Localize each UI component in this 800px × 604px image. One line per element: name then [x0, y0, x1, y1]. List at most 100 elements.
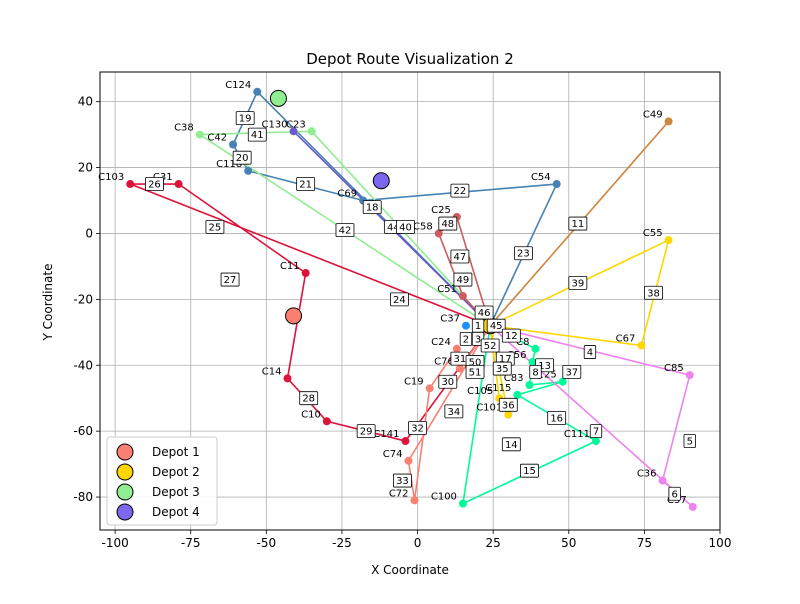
y-tick-label: -40 — [73, 358, 93, 372]
customer-label: C49 — [643, 109, 663, 120]
customer-label: C72 — [389, 488, 409, 499]
customer-label: C11 — [280, 261, 300, 272]
step-label-box — [408, 420, 427, 435]
step-label-box — [299, 391, 319, 406]
step-label-box — [501, 328, 521, 343]
step-label-box — [438, 216, 458, 231]
customer-label: C67 — [616, 333, 636, 344]
customer-point — [458, 499, 467, 508]
customer-point — [253, 87, 262, 96]
customer-point — [174, 180, 183, 189]
step-label-box — [450, 183, 470, 198]
step-label-box — [498, 397, 518, 412]
step-label-box — [205, 219, 225, 234]
step-label-box — [486, 318, 506, 333]
step-label: 14 — [501, 437, 521, 452]
step-label-box — [547, 411, 567, 425]
x-tick-label: 75 — [637, 536, 652, 550]
step-label-box — [480, 338, 500, 353]
depot-markers — [269, 89, 499, 335]
step-label: 41 — [247, 127, 267, 142]
step-label-text: 28 — [302, 394, 315, 405]
customer-point — [664, 117, 673, 126]
step-label: 20 — [232, 150, 252, 165]
step-label-box — [393, 473, 412, 488]
step-label: 16 — [547, 411, 567, 425]
x-tick-label: -100 — [102, 536, 129, 550]
step-label: 22 — [450, 183, 470, 198]
legend-marker — [116, 463, 134, 481]
customer-label: C130 — [261, 119, 287, 130]
customer-point — [195, 130, 204, 139]
step-label-box — [453, 272, 473, 287]
customer-label: C83 — [504, 373, 524, 384]
customer-label: C141 — [373, 429, 399, 440]
step-label-box — [529, 364, 542, 379]
customer-point — [425, 384, 434, 393]
step-label-text: 49 — [457, 275, 470, 286]
customer-label: C101 — [476, 403, 502, 414]
customer-point — [244, 166, 253, 175]
step-label-text: 30 — [441, 377, 454, 388]
legend-box — [106, 436, 218, 526]
step-label: 45 — [486, 318, 506, 333]
step-label: 11 — [568, 216, 588, 231]
customer-label: C42 — [207, 132, 227, 143]
customer-point — [531, 344, 540, 353]
depot-marker — [372, 172, 390, 190]
y-tick-label: 40 — [78, 95, 93, 109]
legend-marker — [116, 443, 134, 461]
step-label-text: 39 — [571, 278, 584, 289]
step-label-box — [444, 404, 464, 419]
step-label-box — [220, 272, 240, 287]
step-label-text: 17 — [499, 354, 512, 365]
step-label: 35 — [492, 361, 512, 376]
legend-marker — [116, 503, 134, 521]
customer-label: C51 — [437, 284, 457, 295]
step-label-text: 31 — [454, 354, 467, 365]
step-label-text: 11 — [571, 219, 584, 230]
step-label-text: 25 — [209, 222, 222, 233]
step-label-box — [450, 249, 470, 264]
customer-label: C85 — [664, 363, 684, 374]
x-tick-label: -50 — [257, 536, 277, 550]
step-label-box — [232, 150, 252, 165]
customer-label: C36 — [637, 469, 657, 480]
step-label: 51 — [465, 364, 485, 379]
step-label-text: 18 — [366, 203, 379, 214]
step-label-box — [514, 246, 533, 261]
customer-point — [289, 127, 298, 136]
legend-label: Depot 2 — [152, 465, 200, 479]
step-label-text: 32 — [411, 423, 424, 434]
step-label: 2 — [459, 331, 473, 346]
customer-point — [458, 292, 467, 301]
customer-point — [283, 374, 292, 383]
x-tick-label: 50 — [561, 536, 576, 550]
customer-label: C8 — [516, 337, 529, 348]
step-label-box — [390, 292, 409, 307]
step-label-text: 37 — [565, 367, 578, 378]
step-label: 7 — [589, 424, 603, 439]
customer-point — [434, 229, 443, 238]
customer-point — [126, 180, 135, 189]
customer-label: C24 — [431, 337, 451, 348]
step-label-text: 29 — [360, 427, 373, 438]
x-tick-label: 0 — [414, 536, 422, 550]
customer-point — [525, 381, 534, 390]
step-label: 38 — [644, 285, 663, 300]
step-label: 34 — [444, 404, 464, 419]
customer-point — [592, 437, 600, 446]
step-label: 8 — [529, 364, 542, 379]
step-label: 25 — [205, 219, 225, 234]
step-label: 19 — [235, 111, 255, 126]
customer-point — [307, 127, 316, 136]
step-label-box — [396, 219, 415, 234]
step-label-text: 46 — [478, 308, 491, 319]
y-axis-label: Y Coordinate — [41, 264, 55, 342]
customer-label: C58 — [413, 221, 433, 232]
customer-label: C10 — [301, 409, 321, 420]
step-label-text: 6 — [671, 489, 677, 500]
step-label: 6 — [668, 486, 681, 501]
customer-label: C55 — [643, 228, 663, 239]
step-label-text: 41 — [251, 130, 264, 141]
